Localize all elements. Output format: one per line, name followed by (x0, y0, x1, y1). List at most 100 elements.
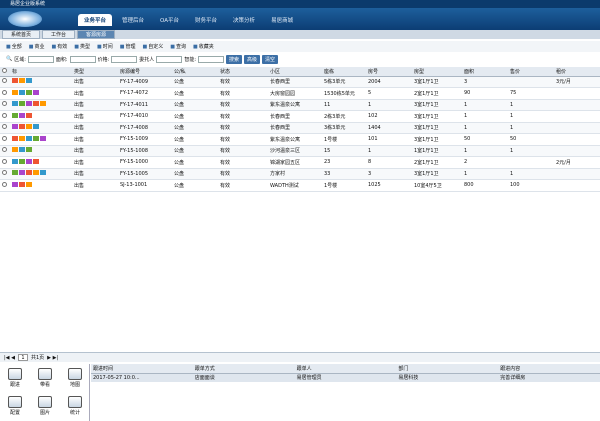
tool-button[interactable]: 商业 (29, 43, 44, 50)
tag (33, 158, 39, 164)
tool-button[interactable]: 全部 (6, 43, 22, 50)
cell: 1 (366, 145, 412, 157)
cell (554, 110, 600, 123)
cell: 有效 (218, 110, 268, 123)
search-button[interactable]: 搜索 (226, 54, 243, 64)
tag (26, 181, 32, 187)
pager-nav[interactable]: |◀ ◀ (4, 354, 15, 361)
cell: 75 (508, 87, 554, 100)
row-checkbox[interactable] (0, 145, 10, 157)
table-row[interactable]: 出售 FY-15-1005 公盘 有效 方家村 33 3 3室1厅1卫 1 1 (0, 168, 600, 180)
tool-button[interactable]: 类型 (74, 43, 90, 50)
tool-button[interactable]: 自定义 (143, 43, 163, 50)
cell: 1 (366, 99, 412, 111)
tag (12, 135, 18, 141)
row-checkbox[interactable] (0, 133, 10, 146)
header-cell: 公/私 (172, 67, 218, 77)
tag (40, 101, 46, 107)
header-cell: 售价 (508, 67, 554, 77)
tag (26, 89, 32, 95)
shortcut[interactable]: 带看 (30, 364, 60, 392)
cell: 1号楼 (322, 179, 366, 192)
nav-item[interactable]: 业务平台 (78, 14, 113, 26)
tag (12, 89, 18, 95)
shortcut[interactable]: 统计 (60, 392, 90, 420)
cell: 2004 (366, 76, 412, 88)
table-row[interactable]: 出售 FY-17-4072 公盘 有效 大房窗园园 1530栋5单元 5 2室1厅1卫 90 75 (0, 87, 600, 100)
nav: 业务平台 管理后台 OA平台 财务平台 决策分析 易居商城 (78, 14, 299, 26)
row-checkbox[interactable] (0, 99, 10, 111)
table-row[interactable]: 出售 FY-17-4008 公盘 有效 长春西里 3栋3单元 1404 3室1厅1卫 1 1 (0, 122, 600, 134)
shortcut-label: 图片 (39, 410, 50, 416)
shortcut[interactable]: 图片 (30, 392, 60, 420)
nav-item[interactable]: OA平台 (160, 18, 180, 24)
row-tags (10, 145, 72, 157)
title-bar: 易居企业版系统 (0, 0, 600, 8)
header-cell: 部门 (396, 364, 499, 374)
tag (19, 124, 25, 130)
table-row[interactable]: 出售 FY-17-4009 公盘 有效 长春西里 5栋3单元 2004 3室1厅1卫 3 3元/月 (0, 76, 600, 88)
row-checkbox[interactable] (0, 110, 10, 123)
tool-button[interactable]: 查询 (170, 43, 186, 50)
cell: 有效 (218, 87, 268, 100)
listing-table: 标类型 房源编号 公/私 状态 小区 座栋 房号 房型 面积 售价 租价 出售 FY-17-4009 公盘… (0, 67, 600, 192)
cell: 1530栋5单元 (322, 87, 366, 100)
nav-item[interactable]: 管理后台 (122, 18, 145, 24)
row-checkbox[interactable] (0, 87, 10, 100)
search-button[interactable]: 清空 (262, 54, 279, 64)
cell: 100 (508, 179, 554, 192)
table-row[interactable]: 出售 FY-17-4010 公盘 有效 长春西里 2栋3单元 102 3室1厅1卫 1 1 (0, 110, 600, 123)
cell: FY-15-1000 (118, 156, 172, 169)
row-checkbox[interactable] (0, 168, 10, 180)
search-input[interactable] (156, 55, 183, 63)
cell: WADTH测试 (268, 179, 322, 192)
cell: 1025 (366, 179, 412, 192)
cell: 23 (322, 156, 366, 169)
search-input[interactable] (198, 55, 224, 63)
row-checkbox[interactable] (0, 156, 10, 169)
table-row[interactable]: 出售 FY-15-1009 公盘 有效 紫东温泉公寓 1号楼 101 3室1厅1卫 50 50 (0, 133, 600, 146)
cell: 2室1厅1卫 (412, 156, 462, 169)
cell: 易居管理员 (294, 373, 397, 382)
table-row[interactable]: 出售 FY-17-4011 公盘 有效 紫东温泉公寓 11 1 3室1厅1卫 1 1 (0, 99, 600, 111)
tag (33, 170, 39, 176)
cell: 有效 (218, 168, 268, 180)
tab[interactable]: 客源房源 (77, 30, 116, 39)
toolbar: 全部商业 有效类型时间管理 自定义查询收藏夹 (0, 41, 600, 52)
tool-button[interactable]: 收藏夹 (193, 43, 214, 50)
cell: 3元/月 (554, 76, 600, 88)
row-checkbox[interactable] (0, 122, 10, 134)
table-row[interactable]: 出售 FY-15-1008 公盘 有效 沙河温泉三区 15 1 1室1厅1卫 1 1 (0, 145, 600, 157)
page-input[interactable]: 1 (17, 354, 28, 361)
nav-item[interactable]: 易居商城 (271, 18, 294, 24)
tag (19, 135, 25, 141)
tool-button[interactable]: 管理 (120, 43, 135, 50)
shortcut[interactable]: 地图 (60, 364, 90, 392)
table-row[interactable]: 出售 FY-15-1000 公盘 有效 锦湖家园五区 23 8 2室1厅1卫 2 2元/月 (0, 156, 600, 169)
tab[interactable]: 系统首页 (2, 30, 41, 39)
shortcut[interactable]: 跟进 (0, 364, 30, 392)
search-input[interactable] (27, 55, 54, 63)
table-row[interactable]: 出售 SJ-13-1001 公盘 有效 WADTH测试 1号楼 1025 10室4厅5卫 800… (0, 179, 600, 192)
followup-row[interactable]: 2017-05-27 10:0... 店面面谈 易居管理员 易居科技 完善详细房 (91, 373, 600, 382)
nav-item[interactable]: 决策分析 (233, 18, 256, 24)
cell: 2017-05-27 10:0... (91, 373, 193, 382)
search-input[interactable] (69, 55, 96, 63)
search-input[interactable] (111, 55, 138, 63)
header-cell: 跟单方式 (192, 364, 295, 374)
tool-button[interactable]: 有效 (52, 43, 67, 50)
header-cell: 跟单人 (294, 364, 397, 374)
search-label: 智能: (184, 56, 196, 63)
row-checkbox[interactable] (0, 179, 10, 192)
row-checkbox[interactable] (0, 76, 10, 88)
nav-item[interactable]: 财务平台 (195, 18, 218, 24)
tool-button[interactable]: 时间 (97, 43, 113, 50)
tab[interactable]: 工作台 (42, 30, 76, 39)
search-button[interactable]: 高级 (244, 54, 261, 64)
shortcut-icon (68, 396, 82, 408)
tag (12, 112, 18, 118)
header-cell: 房号 (366, 67, 412, 77)
pager: |◀ ◀ 1 共1页 ▶ ▶| (0, 352, 600, 362)
pager-nav[interactable]: ▶ ▶| (47, 354, 59, 361)
shortcut[interactable]: 配置 (0, 392, 30, 420)
